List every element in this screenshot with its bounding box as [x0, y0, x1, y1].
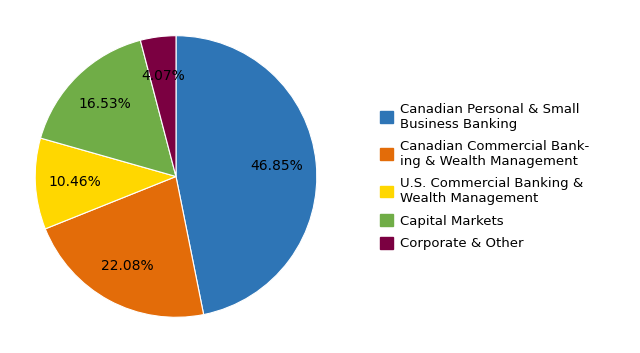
Wedge shape [40, 40, 176, 176]
Wedge shape [176, 36, 317, 315]
Wedge shape [35, 138, 176, 229]
Wedge shape [140, 36, 176, 176]
Text: 10.46%: 10.46% [49, 175, 101, 189]
Text: 46.85%: 46.85% [250, 160, 303, 173]
Legend: Canadian Personal & Small
Business Banking, Canadian Commercial Bank-
ing & Weal: Canadian Personal & Small Business Banki… [376, 98, 593, 255]
Text: 16.53%: 16.53% [79, 97, 131, 111]
Wedge shape [45, 176, 204, 317]
Text: 4.07%: 4.07% [141, 69, 185, 83]
Text: 22.08%: 22.08% [101, 259, 154, 273]
